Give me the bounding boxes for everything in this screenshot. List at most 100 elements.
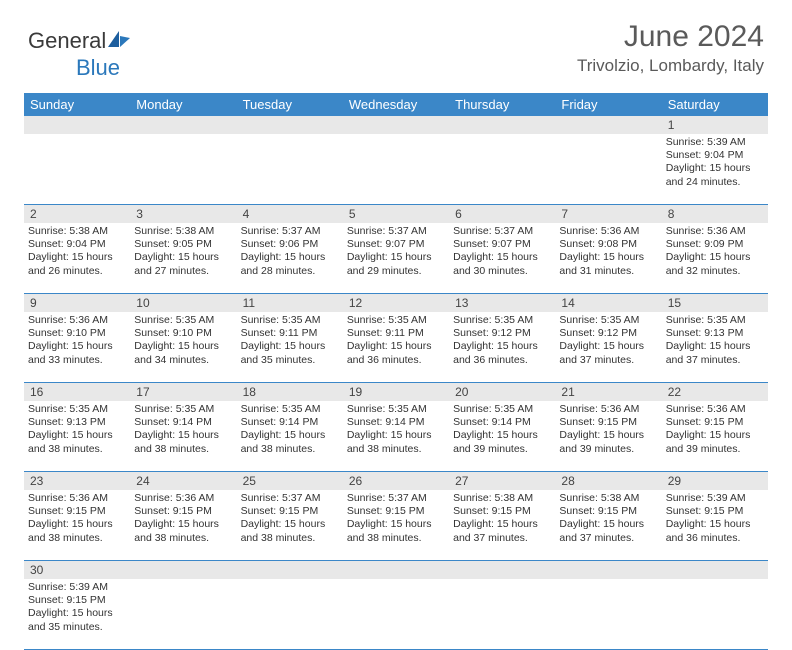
weekday-header: Wednesday — [343, 93, 449, 116]
day-number: 14 — [555, 294, 661, 312]
day-number-row: 23242526272829 — [24, 472, 768, 490]
cell-text-sunrise: Sunrise: 5:35 AM — [453, 403, 551, 416]
cell-text-day2: and 38 minutes. — [241, 532, 339, 545]
cell-text-day2: and 37 minutes. — [559, 532, 657, 545]
day-number: 25 — [237, 472, 343, 490]
cell-text-sunset: Sunset: 9:04 PM — [666, 149, 764, 162]
cell-text-day2: and 38 minutes. — [347, 532, 445, 545]
cell-text-day2: and 26 minutes. — [28, 265, 126, 278]
calendar-cell: Sunrise: 5:36 AMSunset: 9:15 PMDaylight:… — [555, 401, 661, 471]
calendar-row: Sunrise: 5:38 AMSunset: 9:04 PMDaylight:… — [24, 223, 768, 294]
cell-text-day2: and 34 minutes. — [134, 354, 232, 367]
cell-text-sunrise: Sunrise: 5:37 AM — [347, 225, 445, 238]
day-number: 30 — [24, 561, 130, 579]
calendar-cell-empty — [555, 134, 661, 204]
cell-text-day1: Daylight: 15 hours — [453, 251, 551, 264]
cell-text-day1: Daylight: 15 hours — [453, 340, 551, 353]
location-label: Trivolzio, Lombardy, Italy — [577, 56, 764, 76]
cell-text-sunset: Sunset: 9:11 PM — [241, 327, 339, 340]
cell-text-day2: and 37 minutes. — [559, 354, 657, 367]
day-number — [555, 116, 661, 134]
cell-text-day1: Daylight: 15 hours — [134, 429, 232, 442]
calendar-cell: Sunrise: 5:36 AMSunset: 9:08 PMDaylight:… — [555, 223, 661, 293]
calendar-cell: Sunrise: 5:37 AMSunset: 9:15 PMDaylight:… — [343, 490, 449, 560]
day-number-row: 1 — [24, 116, 768, 134]
cell-text-day2: and 38 minutes. — [241, 443, 339, 456]
cell-text-sunset: Sunset: 9:15 PM — [241, 505, 339, 518]
calendar-cell: Sunrise: 5:35 AMSunset: 9:13 PMDaylight:… — [24, 401, 130, 471]
day-number-row: 2345678 — [24, 205, 768, 223]
day-number-row: 16171819202122 — [24, 383, 768, 401]
cell-text-sunset: Sunset: 9:08 PM — [559, 238, 657, 251]
calendar-cell: Sunrise: 5:35 AMSunset: 9:12 PMDaylight:… — [449, 312, 555, 382]
logo: GeneralBlue — [28, 20, 130, 81]
day-number: 15 — [662, 294, 768, 312]
cell-text-sunset: Sunset: 9:10 PM — [28, 327, 126, 340]
day-number: 2 — [24, 205, 130, 223]
calendar-row: Sunrise: 5:35 AMSunset: 9:13 PMDaylight:… — [24, 401, 768, 472]
cell-text-sunset: Sunset: 9:15 PM — [666, 416, 764, 429]
cell-text-day1: Daylight: 15 hours — [134, 518, 232, 531]
calendar-cell: Sunrise: 5:37 AMSunset: 9:07 PMDaylight:… — [449, 223, 555, 293]
weekday-header: Thursday — [449, 93, 555, 116]
cell-text-day1: Daylight: 15 hours — [28, 251, 126, 264]
calendar-cell: Sunrise: 5:35 AMSunset: 9:13 PMDaylight:… — [662, 312, 768, 382]
cell-text-sunset: Sunset: 9:15 PM — [559, 505, 657, 518]
cell-text-day1: Daylight: 15 hours — [241, 251, 339, 264]
calendar-cell: Sunrise: 5:39 AMSunset: 9:15 PMDaylight:… — [24, 579, 130, 649]
cell-text-sunrise: Sunrise: 5:35 AM — [347, 403, 445, 416]
cell-text-sunset: Sunset: 9:15 PM — [28, 594, 126, 607]
day-number — [555, 561, 661, 579]
cell-text-day2: and 39 minutes. — [666, 443, 764, 456]
cell-text-day2: and 38 minutes. — [347, 443, 445, 456]
calendar-cell-empty — [130, 579, 236, 649]
calendar-cell: Sunrise: 5:36 AMSunset: 9:15 PMDaylight:… — [24, 490, 130, 560]
cell-text-day1: Daylight: 15 hours — [453, 518, 551, 531]
day-number: 17 — [130, 383, 236, 401]
day-number: 7 — [555, 205, 661, 223]
cell-text-sunset: Sunset: 9:11 PM — [347, 327, 445, 340]
cell-text-day1: Daylight: 15 hours — [241, 340, 339, 353]
cell-text-sunrise: Sunrise: 5:37 AM — [241, 492, 339, 505]
cell-text-day2: and 38 minutes. — [28, 443, 126, 456]
weekday-header: Monday — [130, 93, 236, 116]
calendar-cell-empty — [449, 134, 555, 204]
cell-text-day2: and 37 minutes. — [453, 532, 551, 545]
day-number: 26 — [343, 472, 449, 490]
cell-text-day2: and 35 minutes. — [241, 354, 339, 367]
cell-text-day1: Daylight: 15 hours — [28, 429, 126, 442]
sail-icon — [108, 29, 130, 55]
cell-text-day1: Daylight: 15 hours — [347, 518, 445, 531]
cell-text-sunrise: Sunrise: 5:36 AM — [666, 225, 764, 238]
cell-text-day1: Daylight: 15 hours — [347, 340, 445, 353]
calendar-cell: Sunrise: 5:37 AMSunset: 9:06 PMDaylight:… — [237, 223, 343, 293]
day-number — [130, 116, 236, 134]
cell-text-day2: and 33 minutes. — [28, 354, 126, 367]
day-number — [449, 116, 555, 134]
cell-text-sunrise: Sunrise: 5:36 AM — [559, 225, 657, 238]
cell-text-sunrise: Sunrise: 5:38 AM — [559, 492, 657, 505]
day-number — [237, 561, 343, 579]
cell-text-sunset: Sunset: 9:04 PM — [28, 238, 126, 251]
day-number: 24 — [130, 472, 236, 490]
calendar-cell: Sunrise: 5:35 AMSunset: 9:14 PMDaylight:… — [237, 401, 343, 471]
cell-text-sunrise: Sunrise: 5:35 AM — [453, 314, 551, 327]
calendar-cell-empty — [449, 579, 555, 649]
cell-text-sunset: Sunset: 9:15 PM — [559, 416, 657, 429]
day-number-row: 9101112131415 — [24, 294, 768, 312]
calendar-cell: Sunrise: 5:38 AMSunset: 9:05 PMDaylight:… — [130, 223, 236, 293]
cell-text-sunrise: Sunrise: 5:35 AM — [28, 403, 126, 416]
cell-text-day2: and 36 minutes. — [666, 532, 764, 545]
cell-text-sunset: Sunset: 9:05 PM — [134, 238, 232, 251]
day-number: 11 — [237, 294, 343, 312]
day-number — [130, 561, 236, 579]
cell-text-sunrise: Sunrise: 5:36 AM — [134, 492, 232, 505]
cell-text-day1: Daylight: 15 hours — [559, 429, 657, 442]
weekday-header: Saturday — [662, 93, 768, 116]
cell-text-day1: Daylight: 15 hours — [347, 429, 445, 442]
calendar-row: Sunrise: 5:39 AMSunset: 9:15 PMDaylight:… — [24, 579, 768, 650]
weekday-header: Friday — [555, 93, 661, 116]
cell-text-sunset: Sunset: 9:15 PM — [347, 505, 445, 518]
calendar-cell: Sunrise: 5:37 AMSunset: 9:15 PMDaylight:… — [237, 490, 343, 560]
calendar-cell: Sunrise: 5:35 AMSunset: 9:12 PMDaylight:… — [555, 312, 661, 382]
